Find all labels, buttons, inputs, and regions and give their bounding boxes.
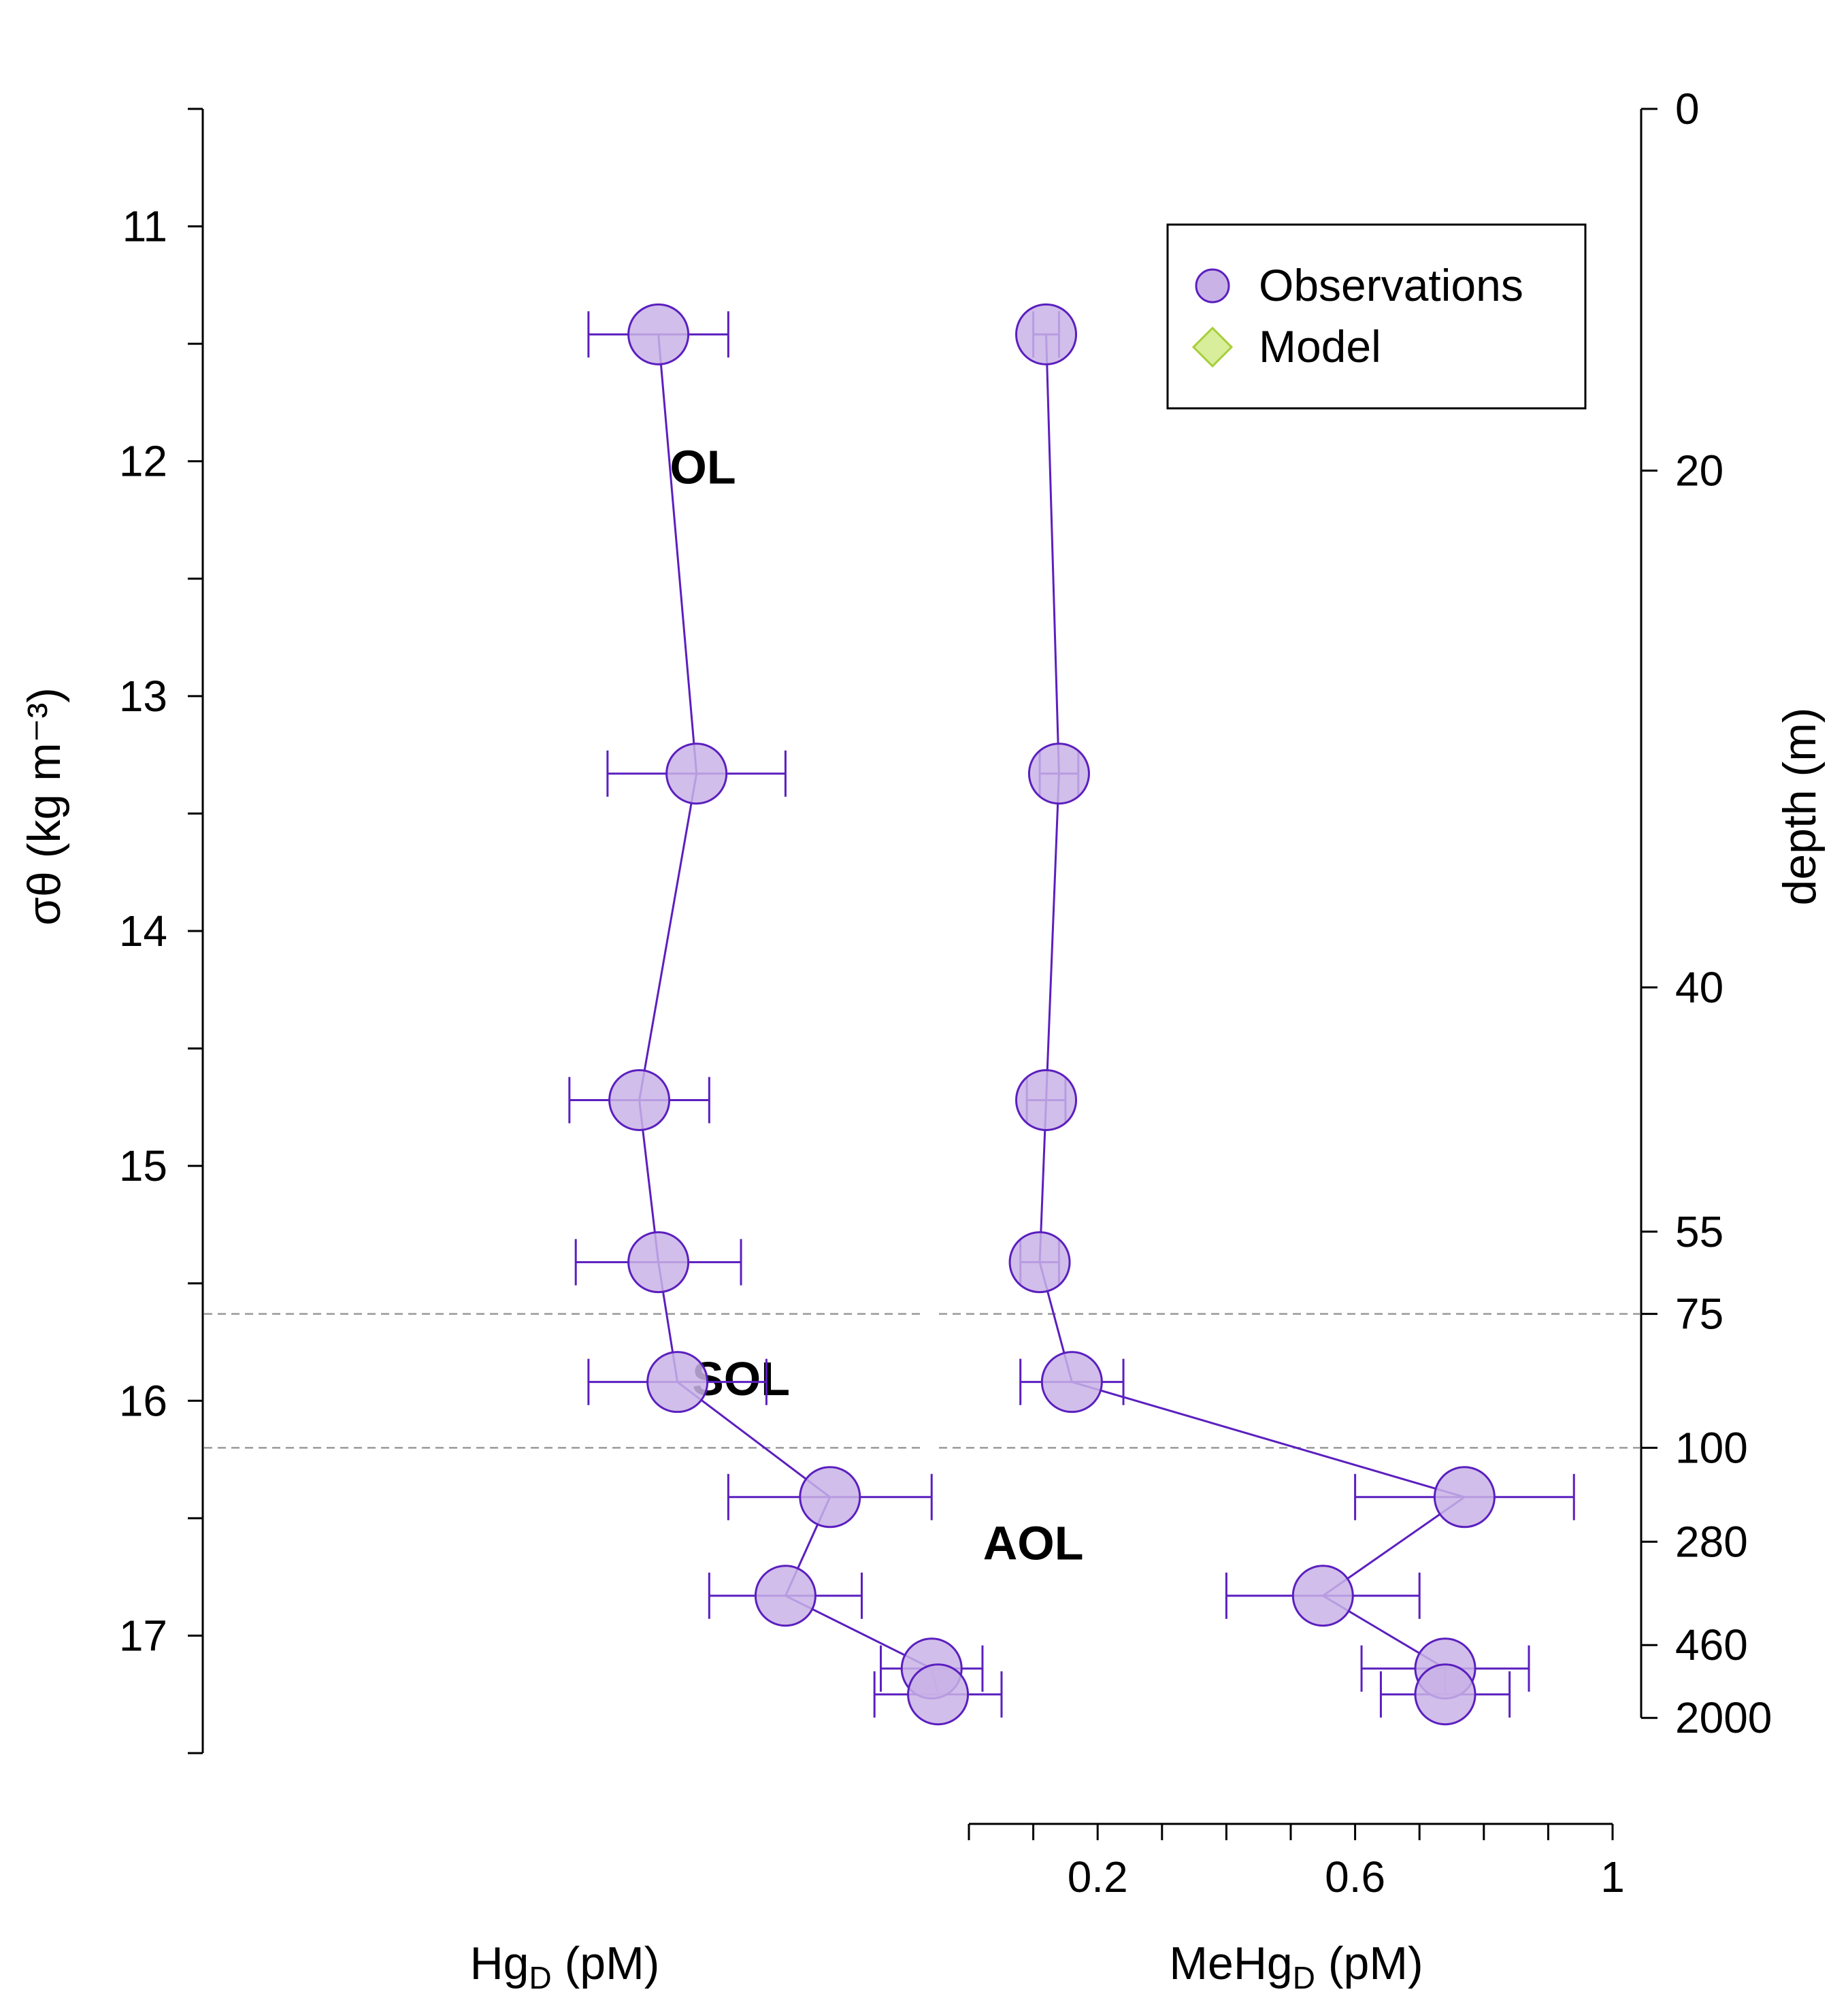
depth-tick-label: 0 <box>1675 84 1700 133</box>
hg-observation-point <box>665 742 728 805</box>
left-y-axis: 11 12 13 14 15 16 17 <box>119 108 204 1754</box>
layer-label-aol: AOL <box>983 1516 1084 1569</box>
hg-observation-point <box>907 1663 970 1726</box>
hg-x-axis-title: HgD (pM) <box>470 1938 660 1995</box>
hg-observation-point <box>627 1231 690 1294</box>
depth-tick-label: 2000 <box>1675 1693 1772 1742</box>
left-tick-label: 11 <box>122 202 167 251</box>
depth-tick-label: 40 <box>1675 963 1723 1012</box>
depth-tick-label: 460 <box>1675 1620 1748 1669</box>
mehg-observation-point <box>1414 1663 1476 1726</box>
mehg-observation-point <box>1433 1466 1496 1529</box>
mehg-observation-point <box>1040 1351 1103 1414</box>
x-tick-label: 1 <box>1600 1852 1625 1901</box>
right-y-axis-title: depth (m) <box>1774 708 1826 906</box>
mehg-observation-point <box>1291 1565 1354 1627</box>
right-depth-axis: 0 20 40 55 75 100 280 460 2000 <box>1640 84 1772 1742</box>
mehg-observation-point <box>1015 1069 1078 1132</box>
layer-boundaries <box>204 1313 1640 1449</box>
layer-label-sol: SOL <box>692 1352 790 1405</box>
layer-label-ol: OL <box>670 441 736 494</box>
mehg-profile-line <box>1038 334 1467 1695</box>
left-tick-label: 14 <box>119 906 167 956</box>
mehg-observation-point <box>1027 742 1090 805</box>
legend: Observations Model <box>1166 223 1587 410</box>
depth-tick-label: 55 <box>1675 1207 1723 1256</box>
depth-tick-label: 100 <box>1675 1423 1748 1472</box>
mehg-x-axis: 0.2 0.6 1 <box>968 1823 1625 1901</box>
hg-observation-point <box>608 1069 671 1132</box>
mehg-observation-point <box>1015 303 1078 365</box>
hg-observation-point <box>754 1565 816 1627</box>
hg-panel <box>568 303 1003 1726</box>
axis-titles: HgD (pM) MeHgD (pM) σθ (kg m⁻³) depth (m) <box>18 687 1826 1995</box>
left-tick-label: 16 <box>119 1376 167 1425</box>
depth-tick-label: 280 <box>1675 1517 1748 1566</box>
hg-observation-point <box>646 1351 709 1414</box>
depth-tick-label: 75 <box>1675 1290 1723 1339</box>
mehg-panel <box>1008 303 1575 1726</box>
left-tick-label: 15 <box>119 1141 167 1190</box>
legend-label-observations: Observations <box>1259 260 1523 310</box>
hg-observation-point <box>627 303 690 365</box>
left-tick-label: 13 <box>119 672 167 721</box>
depth-tick-label: 20 <box>1675 446 1723 495</box>
x-tick-label: 0.6 <box>1325 1852 1385 1901</box>
mehg-observation-point <box>1008 1231 1071 1294</box>
legend-label-model: Model <box>1259 321 1381 372</box>
left-tick-label: 12 <box>119 437 167 486</box>
hg-observation-point <box>799 1466 861 1529</box>
layer-labels: OL SOL AOL <box>670 441 1083 1570</box>
left-y-axis-title: σθ (kg m⁻³) <box>18 687 70 926</box>
mehg-x-axis-title: MeHgD (pM) <box>1169 1938 1423 1995</box>
left-tick-label: 17 <box>119 1611 167 1660</box>
x-tick-label: 0.2 <box>1068 1852 1128 1901</box>
legend-box <box>1166 223 1587 410</box>
hg-profile-line <box>638 334 940 1695</box>
legend-model-marker <box>1191 326 1234 368</box>
legend-observations-marker <box>1195 268 1230 304</box>
